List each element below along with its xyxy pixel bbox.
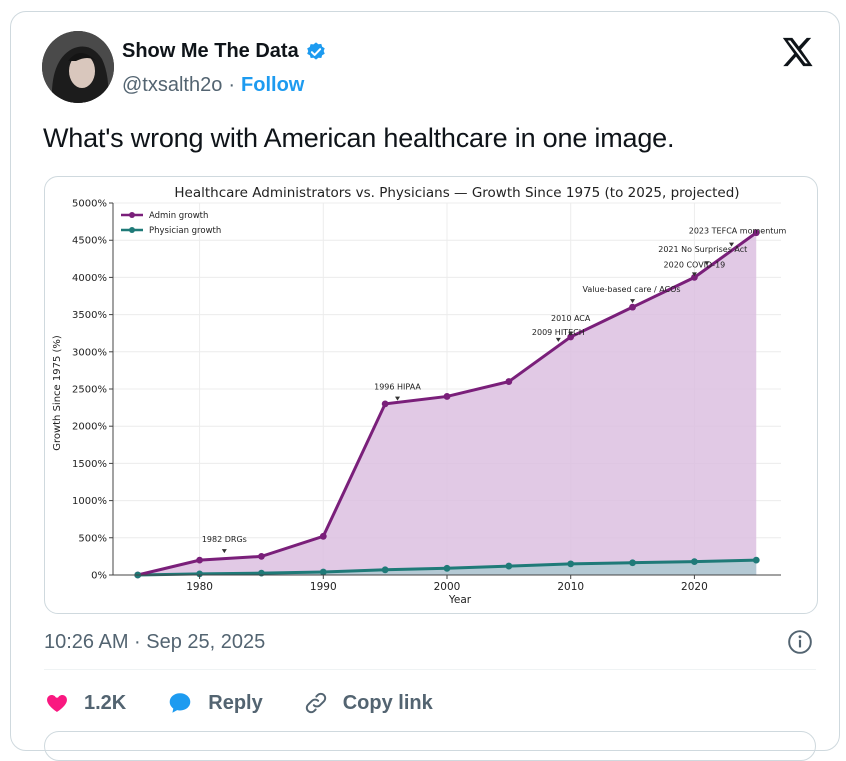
y-tick-label: 500%	[78, 533, 107, 544]
y-tick-label: 3500%	[72, 310, 107, 321]
avatar-image	[42, 31, 114, 103]
like-button[interactable]: 1.2K	[44, 691, 126, 715]
like-count: 1.2K	[84, 691, 127, 714]
legend-label: Admin growth	[149, 211, 208, 221]
admin-data-point	[258, 553, 265, 560]
y-tick-label: 0%	[91, 571, 107, 582]
handle-separator: ·	[228, 74, 236, 96]
y-tick-label: 2500%	[72, 385, 107, 396]
y-tick-label: 2000%	[72, 422, 107, 433]
reply-label: Reply	[208, 691, 263, 714]
chart-axes: 0% 500% 1000% 1500% 2000% 2500% 3000% 3500% 4000…	[72, 199, 781, 593]
y-tick-label: 3000%	[72, 347, 107, 358]
author-name[interactable]: Show Me The Data	[122, 40, 299, 62]
annotation-label: Value-based care / ACOs	[583, 285, 681, 294]
annotation-arrow	[221, 549, 227, 554]
tweet-actions: 1.2K Reply Copy link	[44, 688, 473, 718]
y-tick-label: 4000%	[72, 273, 107, 284]
chart-annotations: 1982 DRGs 1996 HIPAA 2009 HITECH 2010 ACA Va…	[202, 227, 787, 554]
legend-swatch-marker	[129, 227, 135, 233]
annotation-arrow	[704, 261, 710, 266]
admin-data-point	[443, 393, 451, 400]
admin-data-point	[752, 229, 760, 237]
physician-data-point	[196, 570, 203, 578]
x-axis-label: Year	[448, 594, 472, 606]
chart-legend: Admin growth Physician growth	[121, 211, 221, 236]
admin-data-point	[691, 274, 698, 281]
y-tick-label: 1500%	[72, 459, 107, 470]
admin-data-point	[196, 556, 203, 564]
annotation-arrow	[691, 272, 697, 277]
chart-title: Healthcare Administrators vs. Physicians…	[174, 185, 739, 201]
annotation-arrow	[568, 331, 574, 336]
heart-icon	[47, 695, 67, 712]
tweet-media[interactable]: Healthcare Administrators vs. Physicians…	[44, 176, 818, 614]
author-handle-row: @txsalth2o · Follow	[122, 74, 304, 97]
annotation-arrow	[729, 242, 735, 247]
physician-data-point	[629, 559, 636, 567]
tweet-text: What's wrong with American healthcare in…	[43, 123, 675, 153]
physician-data-point	[752, 556, 760, 564]
legend-swatch-marker	[129, 212, 135, 218]
physician-data-point	[381, 566, 389, 574]
x-tick-label: 2020	[681, 581, 708, 593]
read-replies-box[interactable]	[44, 731, 816, 761]
tweet-timestamp[interactable]: 10:26 AM · Sep 25, 2025	[44, 631, 266, 653]
legend-label: Physician growth	[149, 226, 221, 236]
admin-area-fill	[137, 232, 757, 575]
x-tick-label: 2010	[557, 581, 584, 593]
info-icon[interactable]	[787, 629, 813, 655]
author-handle[interactable]: @txsalth2o	[122, 74, 223, 96]
x-logo-icon[interactable]	[780, 35, 814, 69]
link-icon	[305, 692, 326, 714]
divider	[44, 669, 816, 670]
admin-data-point	[505, 378, 513, 385]
annotation-label: 2023 TEFCA momentum	[689, 227, 787, 236]
growth-chart: Healthcare Administrators vs. Physicians…	[52, 185, 787, 606]
annotation-label: 2021 No Surprises Act	[658, 245, 747, 254]
physician-data-point	[319, 568, 327, 576]
reply-bubble-icon	[169, 693, 191, 713]
physician-data-point	[443, 564, 451, 572]
copy-link-label: Copy link	[342, 691, 433, 714]
y-tick-label: 4500%	[72, 236, 107, 247]
physician-data-point	[691, 558, 698, 566]
annotation-label: 1982 DRGs	[202, 535, 247, 544]
annotation-arrow	[395, 396, 401, 401]
x-tick-label: 2000	[434, 581, 461, 593]
admin-data-point	[381, 400, 389, 408]
admin-data-point	[567, 333, 575, 341]
physician-data-point	[258, 569, 265, 577]
physician-data-point	[505, 562, 513, 570]
author-name-row: Show Me The Data	[122, 40, 327, 63]
annotation-arrow	[630, 299, 636, 304]
copy-link-button[interactable]: Copy link	[303, 690, 433, 716]
x-tick-label: 1990	[310, 581, 337, 593]
reply-button[interactable]: Reply	[166, 690, 263, 716]
annotation-label: 1996 HIPAA	[374, 383, 421, 392]
annotation-arrow	[555, 337, 561, 342]
admin-data-point	[319, 532, 327, 540]
annotation-label: 2009 HITECH	[532, 328, 585, 337]
y-tick-label: 1000%	[72, 496, 107, 507]
y-tick-label: 5000%	[72, 199, 107, 210]
annotation-label: 2020 COVID-19	[664, 260, 726, 269]
verified-badge-icon	[306, 41, 325, 60]
follow-button[interactable]: Follow	[241, 74, 305, 96]
admin-data-point	[629, 303, 636, 311]
y-axis-label: Growth Since 1975 (%)	[52, 335, 63, 451]
annotation-label: 2010 ACA	[551, 314, 591, 323]
avatar[interactable]	[42, 31, 114, 103]
x-tick-label: 1980	[186, 581, 213, 593]
physician-data-point	[567, 560, 575, 568]
